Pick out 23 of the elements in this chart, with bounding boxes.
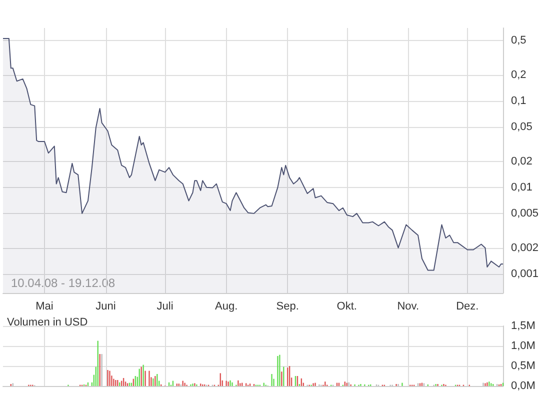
y-tick-label: 0,002 <box>511 242 539 254</box>
x-tick-label: Dez. <box>456 300 479 312</box>
x-tick-label: Okt. <box>336 300 357 312</box>
x-tick-label: Nov. <box>397 300 420 312</box>
y-tick-label: 0,0M <box>511 380 536 392</box>
y-tick-label: 0,5M <box>511 360 536 372</box>
y-tick-label: 0,01 <box>511 181 532 194</box>
chart-title: Volumen in USD <box>7 316 88 328</box>
y-tick-label: 1,5M <box>511 320 536 332</box>
y-tick-label: 0,005 <box>511 207 539 220</box>
y-tick-label: 0,1 <box>511 95 526 108</box>
x-tick-label: Juni <box>96 300 116 312</box>
y-tick-label: 1,0M <box>511 340 536 352</box>
annotation: 10.04.08 - 19.12.08 <box>11 276 116 290</box>
y-tick-label: 0,2 <box>511 69 526 82</box>
y-tick-label: 0,001 <box>511 268 539 280</box>
x-tick-label: Juli <box>156 300 174 312</box>
y-tick-label: 0,5 <box>511 34 526 47</box>
x-tick-label: Mai <box>36 300 54 312</box>
x-tick-label: Aug. <box>215 300 238 312</box>
y-tick-label: 0,05 <box>511 121 532 134</box>
y-tick-label: 0,02 <box>511 155 532 168</box>
x-tick-label: Sep. <box>276 300 299 312</box>
